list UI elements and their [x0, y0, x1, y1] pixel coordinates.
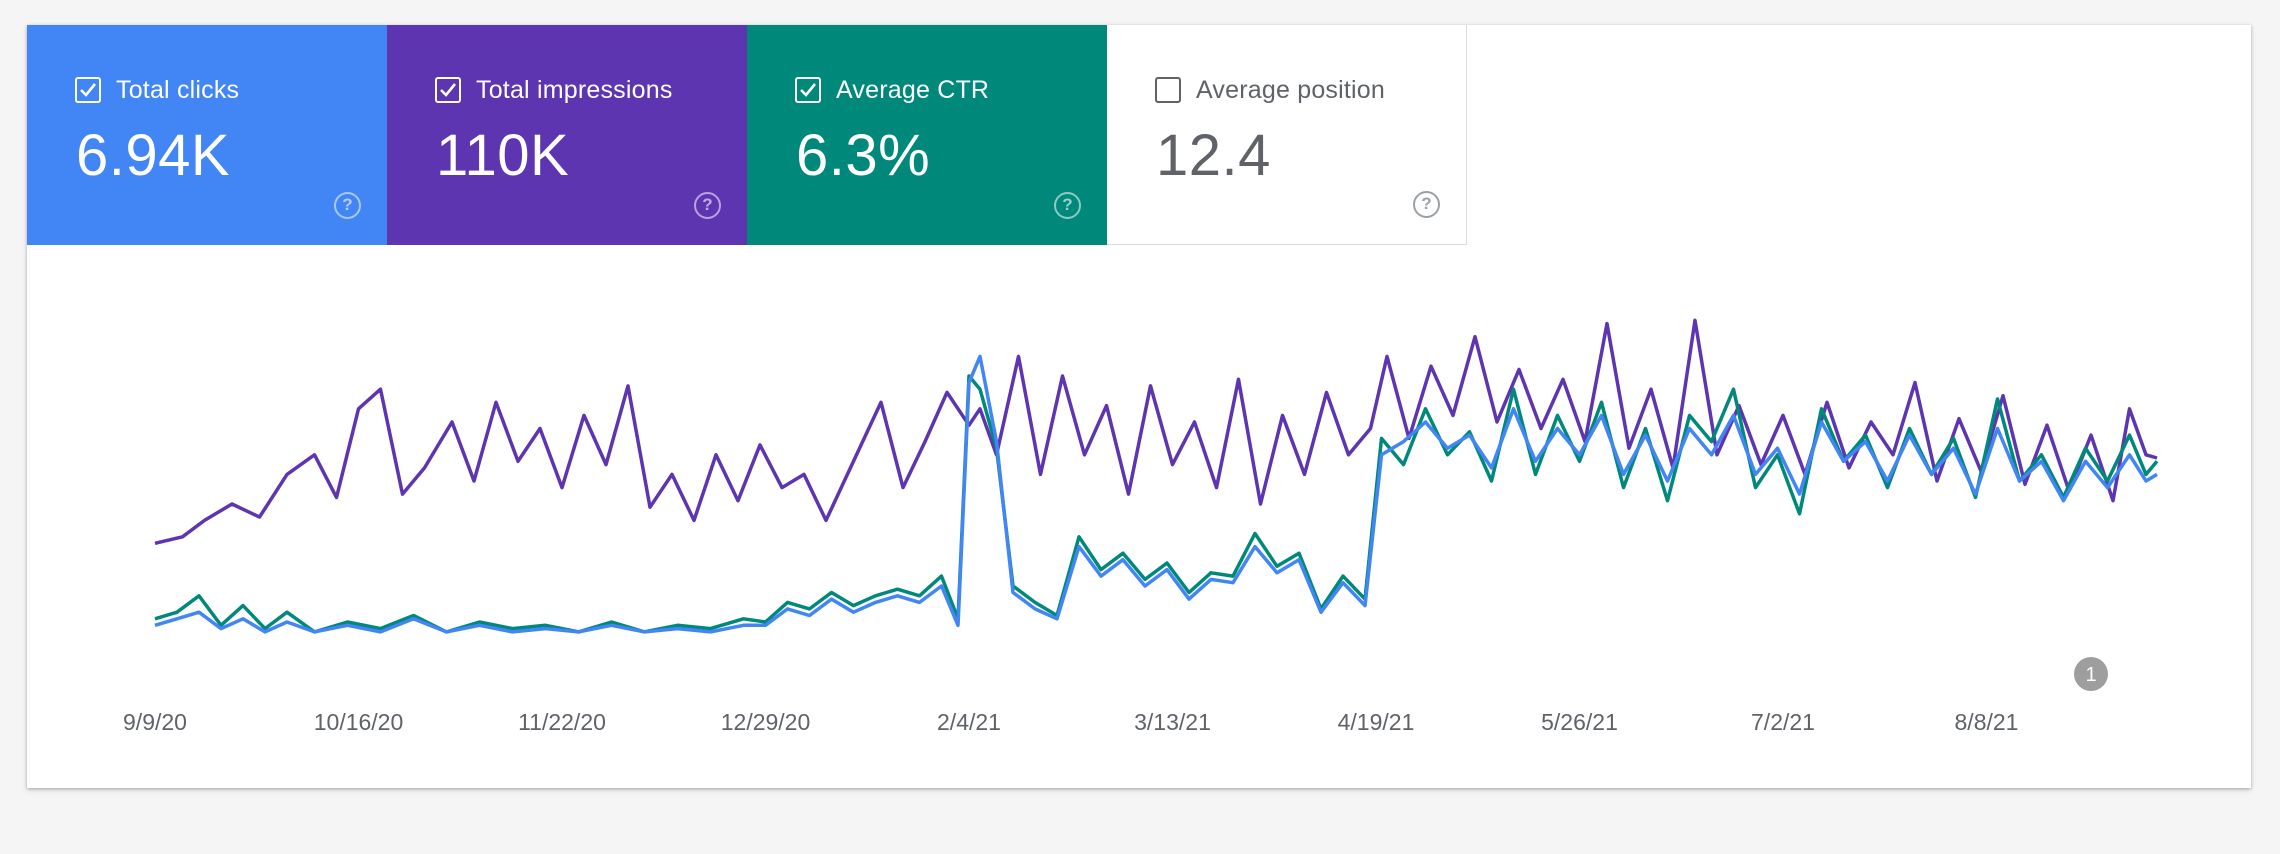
help-circle-icon[interactable]: ? [694, 192, 721, 219]
x-tick-label: 5/26/21 [1541, 709, 1618, 735]
x-tick-label: 7/2/21 [1751, 709, 1815, 735]
total-impressions-label: Total impressions [476, 76, 673, 104]
average-position-label: Average position [1196, 76, 1385, 104]
performance-card: 9/9/20 10/16/20 11/22/20 12/29/20 2/4/21 3/13… [27, 25, 2251, 788]
ctr-series-line [154, 374, 2159, 634]
x-tick-label: 12/29/20 [721, 709, 811, 735]
impressions-series-line [154, 318, 2158, 546]
total-impressions-checkbox[interactable] [435, 77, 461, 103]
help-circle-icon[interactable]: ? [1054, 192, 1081, 219]
average-position-checkbox[interactable] [1155, 77, 1181, 103]
total-clicks-checkbox[interactable] [75, 77, 101, 103]
total-clicks-label: Total clicks [116, 76, 240, 104]
x-tick-label: 9/9/20 [123, 709, 187, 735]
checkmark-icon [800, 83, 817, 97]
x-tick-label: 10/16/20 [314, 709, 404, 735]
help-circle-icon[interactable]: ? [334, 192, 361, 219]
metric-tiles: Total clicks 6.94K ? Total impressions 1… [27, 25, 1467, 245]
average-ctr-value: 6.3% [796, 123, 931, 188]
average-position-tile[interactable]: Average position 12.4 ? [1107, 25, 1467, 245]
average-ctr-checkbox[interactable] [795, 77, 821, 103]
average-position-value: 12.4 [1156, 123, 1271, 188]
average-ctr-label: Average CTR [836, 76, 990, 104]
x-tick-label: 2/4/21 [937, 709, 1001, 735]
x-tick-label: 3/13/21 [1134, 709, 1211, 735]
help-circle-icon[interactable]: ? [1413, 191, 1440, 218]
checkmark-icon [440, 83, 457, 97]
average-ctr-tile[interactable]: Average CTR 6.3% ? [747, 25, 1107, 245]
total-impressions-value: 110K [436, 123, 570, 188]
total-clicks-value: 6.94K [76, 123, 231, 188]
clicks-series-line [154, 354, 2158, 634]
total-clicks-tile[interactable]: Total clicks 6.94K ? [27, 25, 387, 245]
x-tick-label: 8/8/21 [1955, 709, 2019, 735]
x-tick-label: 11/22/20 [518, 709, 606, 735]
performance-chart: 9/9/20 10/16/20 11/22/20 12/29/20 2/4/21 3/13… [123, 318, 2159, 735]
x-tick-label: 4/19/21 [1338, 709, 1415, 735]
annotation-circle[interactable] [2074, 657, 2108, 691]
total-impressions-tile[interactable]: Total impressions 110K ? [387, 25, 747, 245]
annotation-marker[interactable]: 1 [2074, 657, 2108, 691]
checkmark-icon [80, 83, 97, 97]
annotation-label: 1 [2085, 664, 2096, 686]
